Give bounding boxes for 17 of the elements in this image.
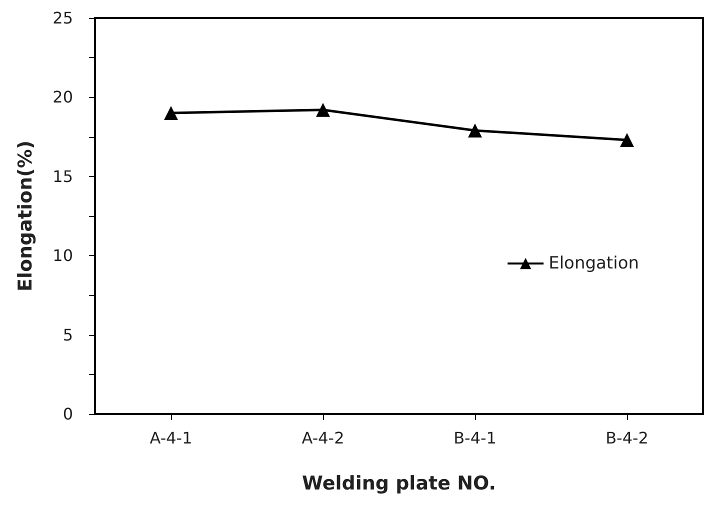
y-tick-label: 15 — [52, 166, 73, 186]
y-tick-label: 5 — [62, 325, 73, 344]
x-tick-label: B-4-2 — [606, 428, 648, 448]
y-axis-title: Elongation(%) — [14, 140, 36, 292]
point — [620, 132, 634, 147]
point — [316, 102, 330, 117]
y-tick-label: 10 — [52, 246, 73, 266]
x-axis-title: Welding plate NO. — [302, 472, 496, 494]
x-tick-label: A-4-1 — [150, 428, 192, 448]
y-tick-label: 0 — [62, 404, 73, 424]
point — [164, 106, 178, 120]
x-tick-label: A-4-2 — [302, 428, 344, 448]
legend-label: Elongation — [548, 254, 640, 274]
point — [468, 123, 482, 138]
x-tick-label: B-4-1 — [454, 428, 496, 448]
y-tick-label: 20 — [52, 88, 73, 107]
y-tick-label: 25 — [52, 8, 73, 28]
